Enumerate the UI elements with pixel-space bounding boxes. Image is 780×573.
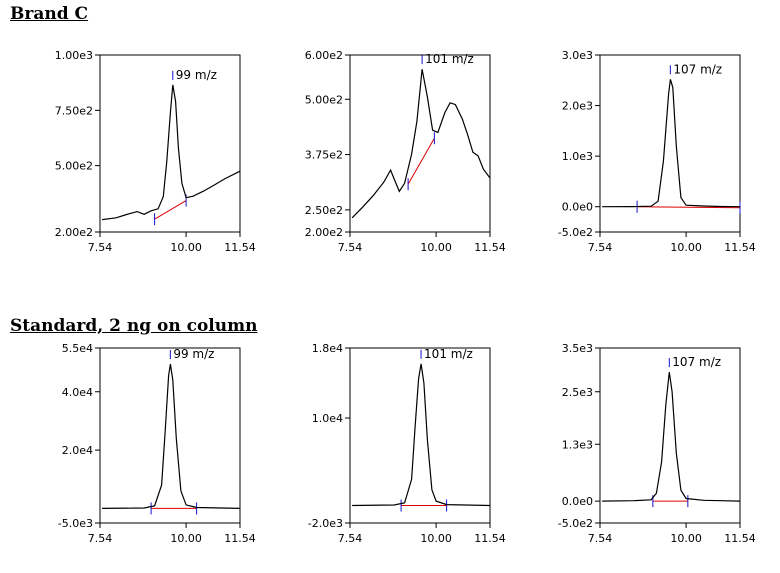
chart-panel-standard-101mz: 1.8e4 1.0e4 -2.0e3 7.54 10.00 11.54 101 m/z <box>308 342 506 545</box>
ion-label: 107 m/z <box>673 62 722 76</box>
y-tick-label: 2.0e3 <box>562 100 593 113</box>
y-tick-label: 5.00e2 <box>305 93 343 106</box>
chart-panel-brand-c-107mz: 3.0e3 2.0e3 1.0e3 0.0e0 -5.0e2 7.54 10.00 11.54… <box>558 49 756 254</box>
y-tick-label: 7.50e2 <box>55 104 93 117</box>
ion-label: 107 m/z <box>672 355 721 369</box>
y-tick-label: 1.0e3 <box>562 150 593 163</box>
x-tick-label: 10.00 <box>170 532 202 545</box>
x-tick-label: 7.54 <box>338 532 363 545</box>
x-tick-label: 11.54 <box>474 532 506 545</box>
integration-baseline <box>637 206 741 209</box>
ion-label: 99 m/z <box>176 68 217 82</box>
plot-frame <box>349 347 491 524</box>
y-tick-label: 6.00e2 <box>305 49 343 62</box>
y-tick-label: -5.0e3 <box>58 517 93 530</box>
chart-panel-brand-c-101mz: 6.00e2 5.00e2 3.75e2 2.50e2 2.00e2 7.54 10.00 1… <box>305 49 506 254</box>
y-tick-label: -5.0e2 <box>558 517 593 530</box>
y-tick-label: 1.00e3 <box>55 49 93 62</box>
x-tick-label: 10.00 <box>670 241 702 254</box>
ion-trace <box>102 84 241 221</box>
plot-frame <box>99 347 241 524</box>
x-tick-label: 10.00 <box>420 532 452 545</box>
ion-label: 101 m/z <box>424 347 473 361</box>
ion-trace <box>602 372 741 502</box>
ion-trace <box>102 363 241 509</box>
ion-label: 101 m/z <box>425 52 474 66</box>
y-tick-label: 3.75e2 <box>305 149 343 162</box>
y-tick-label: 1.0e4 <box>312 412 343 425</box>
ion-trace <box>351 69 491 219</box>
x-tick-label: 7.54 <box>338 241 363 254</box>
x-tick-label: 7.54 <box>88 241 113 254</box>
y-tick-label: 4.0e4 <box>62 386 93 399</box>
section-title-standard: Standard, 2 ng on column <box>10 316 258 336</box>
plot-frame <box>349 54 491 233</box>
y-tick-label: -2.0e3 <box>308 517 343 530</box>
x-tick-label: 10.00 <box>170 241 202 254</box>
ion-trace <box>352 363 491 507</box>
x-tick-label: 7.54 <box>88 532 113 545</box>
chart-panel-brand-c-99mz: 1.00e3 7.50e2 5.00e2 2.00e2 7.54 10.00 11.54 99… <box>55 49 256 254</box>
y-tick-label: 2.50e2 <box>305 204 343 217</box>
chart-panel-standard-107mz: 3.5e3 2.5e3 1.3e3 0.0e0 -5.0e2 7.54 10.00 11.54… <box>558 342 756 545</box>
y-tick-label: 0.0e0 <box>562 495 593 508</box>
integration-baseline <box>407 137 435 185</box>
x-tick-label: 7.54 <box>588 241 613 254</box>
y-tick-label: 2.0e4 <box>62 444 93 457</box>
x-tick-label: 11.54 <box>224 532 256 545</box>
y-tick-label: 0.0e0 <box>562 201 593 214</box>
y-tick-label: 5.00e2 <box>55 160 93 173</box>
x-tick-label: 11.54 <box>724 241 756 254</box>
y-tick-label: -5.0e2 <box>558 226 593 239</box>
x-tick-label: 11.54 <box>724 532 756 545</box>
y-tick-label: 3.0e3 <box>562 49 593 62</box>
section-title-brand-c: Brand C <box>10 4 89 24</box>
plot-frame <box>599 347 741 524</box>
x-tick-label: 7.54 <box>588 532 613 545</box>
x-tick-label: 10.00 <box>420 241 452 254</box>
x-tick-label: 11.54 <box>474 241 506 254</box>
x-tick-label: 11.54 <box>224 241 256 254</box>
y-tick-label: 3.5e3 <box>562 342 593 355</box>
y-tick-label: 2.00e2 <box>305 226 343 239</box>
x-tick-label: 10.00 <box>670 532 702 545</box>
ion-trace <box>602 79 741 208</box>
chart-panel-standard-99mz: 5.5e4 4.0e4 2.0e4 -5.0e3 7.54 10.00 11.54 99 m/… <box>58 342 256 545</box>
y-tick-label: 1.3e3 <box>562 438 593 451</box>
ion-label: 99 m/z <box>173 347 214 361</box>
integration-baseline <box>154 200 187 220</box>
plot-frame <box>599 54 741 233</box>
y-tick-label: 2.00e2 <box>55 226 93 239</box>
y-tick-label: 2.5e3 <box>562 386 593 399</box>
plot-frame <box>99 54 241 233</box>
y-tick-label: 5.5e4 <box>62 342 93 355</box>
y-tick-label: 1.8e4 <box>312 342 343 355</box>
